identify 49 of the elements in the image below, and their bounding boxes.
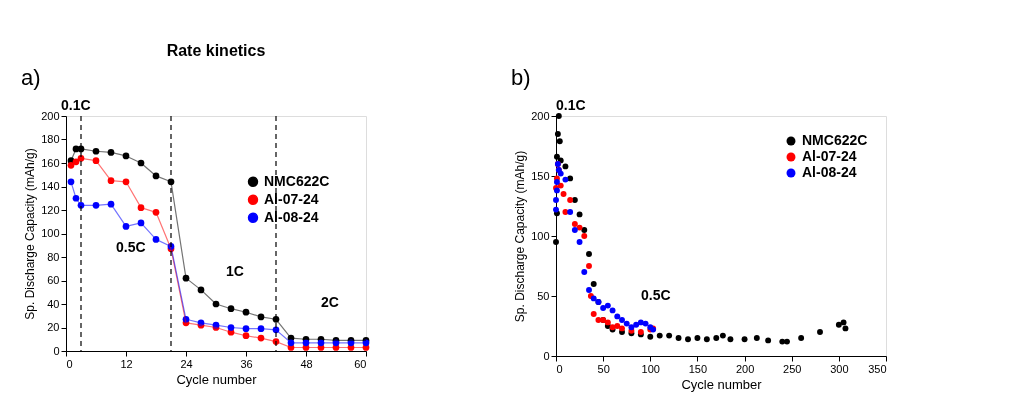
x-axis-title: Cycle number	[681, 376, 763, 392]
x-tick-label: 250	[783, 362, 802, 375]
y-tick-label: 140	[41, 180, 60, 192]
legend-label: Al-08-24	[802, 164, 857, 180]
y-tick-label: 200	[41, 109, 60, 122]
y-tick-label: 20	[47, 321, 60, 333]
text: 0.1C	[61, 97, 91, 113]
annotation: 1C	[226, 263, 244, 279]
text: a)	[21, 65, 41, 90]
y-tick-label: 80	[47, 250, 60, 263]
y-tick-label: 160	[41, 156, 60, 169]
y-tick-label: 40	[47, 297, 60, 310]
y-tick-label: 50	[537, 289, 550, 302]
y-tick-label: 120	[41, 203, 60, 216]
x-tick-label: 60	[354, 357, 367, 370]
annotation: 0.5C	[641, 287, 671, 303]
x-tick-label: 0	[66, 357, 73, 370]
y-tick-label: 0	[53, 344, 60, 357]
text: 0.1C	[556, 97, 586, 113]
annotation: 2C	[321, 294, 339, 310]
x-tick-label: 50	[597, 362, 610, 375]
y-axis-title: Sp. Discharge Capacity (mAh/g)	[513, 150, 528, 323]
x-tick-label: 36	[240, 357, 253, 370]
y-tick-label: 200	[531, 109, 550, 122]
legend-label: Al-07-24	[802, 148, 857, 164]
y-tick-label: 0	[543, 349, 550, 362]
y-tick-label: 60	[47, 274, 60, 286]
y-tick-label: 150	[531, 169, 550, 182]
x-tick-label: 100	[641, 362, 660, 375]
y-tick-label: 180	[41, 133, 60, 145]
x-tick-label: 48	[300, 357, 313, 370]
text: b)	[511, 65, 531, 90]
legend-label: Al-07-24	[264, 190, 319, 207]
x-tick-label: 350	[868, 362, 887, 375]
x-tick-label: 12	[120, 357, 133, 370]
x-tick-label: 300	[830, 362, 849, 375]
x-axis-title: Cycle number	[176, 371, 258, 387]
legend-label: NMC622C	[264, 172, 330, 189]
legend-label: NMC622C	[802, 132, 868, 148]
x-tick-label: 0	[556, 362, 563, 375]
y-tick-label: 100	[531, 229, 550, 242]
y-tick-label: 100	[41, 227, 60, 239]
x-tick-label: 24	[180, 357, 193, 370]
x-tick-label: 200	[735, 362, 755, 375]
annotation: 0.5C	[116, 239, 146, 255]
x-tick-label: 150	[688, 362, 708, 375]
y-axis-title: Sp. Discharge Capacity (mAh/g)	[23, 148, 38, 320]
chart-title: Rate kinetics	[166, 42, 266, 59]
legend-label: Al-08-24	[264, 208, 319, 225]
